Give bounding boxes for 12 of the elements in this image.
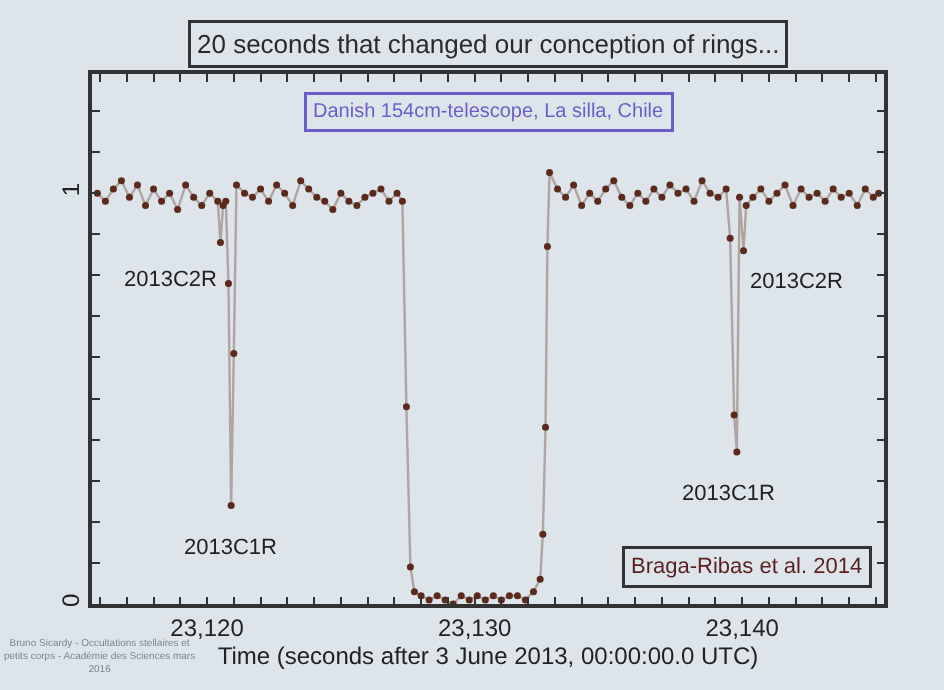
- x-tick-label: 23,130: [437, 614, 512, 643]
- x-tick-label: 23,140: [705, 614, 780, 643]
- annotation: 2013C1R: [682, 482, 776, 506]
- y-tick-label: 1: [56, 182, 85, 197]
- annotation: 2013C2R: [750, 270, 844, 294]
- x-axis-title: Time (seconds after 3 June 2013, 00:00:00.0 UTC): [217, 642, 759, 671]
- y-tick-label: 0: [56, 593, 85, 608]
- annotation: 2013C2R: [124, 268, 218, 292]
- annotation: Braga-Ribas et al. 2014: [631, 555, 863, 579]
- chart-title: 20 seconds that changed our conception of rings...: [197, 29, 780, 59]
- annotation: 2013C1R: [184, 536, 278, 560]
- text: Danish 154cm-telescope, La silla, Chile: [313, 101, 665, 123]
